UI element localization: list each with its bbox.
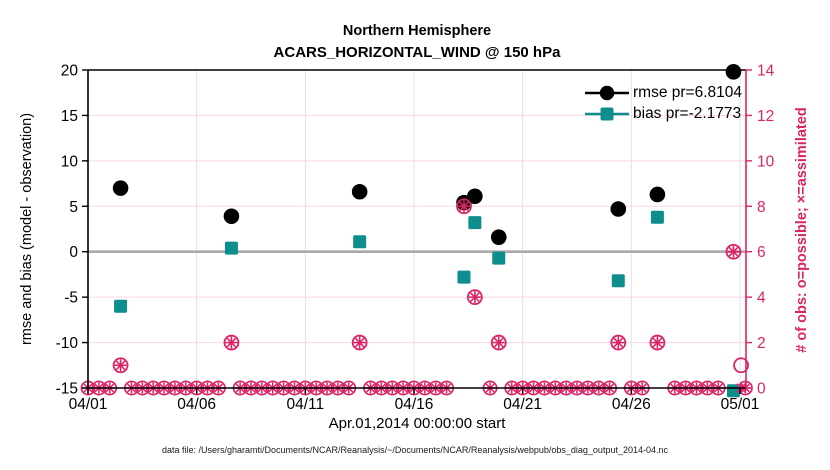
rmse-marker — [490, 229, 507, 245]
bias-marker — [611, 274, 625, 288]
left-tick-label: -5 — [64, 290, 78, 307]
asterisk-stroke — [613, 337, 624, 348]
possible-obs-marker — [610, 334, 627, 351]
asterisk-stroke — [115, 360, 126, 371]
legend-label-bias: bias pr=-2.1773 — [633, 104, 742, 122]
assimilated-obs-marker — [353, 336, 366, 349]
asterisk-stroke — [226, 337, 237, 348]
asterisk-stroke — [354, 337, 365, 348]
possible-obs-marker — [112, 357, 129, 374]
x-tick-label: 04/06 — [177, 396, 216, 413]
data-file-caption: data file: /Users/gharamti/Documents/NCA… — [161, 445, 668, 455]
right-tick-label: 8 — [757, 199, 766, 216]
assimilated-obs-marker — [114, 359, 127, 372]
possible-obs-marker — [490, 334, 507, 351]
x-tick-label: 04/21 — [503, 396, 542, 413]
left-tick-label: -10 — [56, 335, 79, 352]
legend-label-rmse: rmse pr=6.8104 — [633, 83, 742, 101]
right-tick-label: 10 — [757, 153, 775, 170]
asterisk-stroke — [493, 337, 504, 348]
bias-marker — [650, 210, 664, 224]
bias-marker — [114, 299, 128, 313]
assimilated-obs-marker — [651, 336, 664, 349]
rmse-marker — [467, 188, 483, 205]
rmse-series — [112, 64, 742, 245]
rmse-marker — [112, 180, 129, 196]
right-tick-label: 4 — [757, 290, 766, 307]
rmse-marker — [725, 64, 742, 80]
asterisk-stroke — [459, 201, 469, 212]
right-axis-label: # of obs: o=possible; ×=assimilated — [794, 107, 810, 353]
legend-item-rmse: rmse pr=6.8104 — [584, 82, 742, 103]
left-axis-label: rmse and bias (model - observation) — [19, 112, 35, 346]
right-tick-label: 6 — [757, 244, 766, 261]
bias-marker — [492, 251, 506, 265]
assimilated-obs-marker — [612, 336, 625, 349]
possible-obs-series — [112, 198, 749, 374]
assimilated-obs-marker — [225, 336, 238, 349]
right-tick-label: 12 — [757, 108, 774, 125]
left-tick-label: 5 — [69, 199, 78, 216]
right-tick-label: 14 — [757, 63, 775, 80]
legend: rmse pr=6.8104 bias pr=-2.1773 — [584, 82, 742, 124]
bias-legend-marker — [585, 107, 629, 120]
chart-title: Northern Hemisphere — [342, 23, 492, 39]
possible-obs-marker — [466, 289, 483, 306]
assimilated-obs-marker — [457, 200, 470, 213]
rmse-legend-marker — [585, 85, 629, 100]
x-tick-label: 04/26 — [612, 396, 651, 413]
bias-marker — [468, 216, 482, 230]
bias-marker — [224, 241, 238, 255]
rmse-marker — [223, 208, 240, 225]
chart-title-block: Northern Hemisphere ACARS_HORIZONTAL_WIN… — [2, 21, 830, 64]
rmse-marker — [351, 183, 368, 200]
right-tick-label: 2 — [757, 335, 766, 352]
bias-marker — [353, 235, 367, 249]
possible-obs-marker — [725, 243, 742, 260]
assimilated-obs-marker — [492, 336, 505, 349]
bias-marker — [457, 270, 471, 284]
x-axis-label: Apr.01,2014 00:00:00 start — [328, 415, 506, 432]
axes-spines — [87, 69, 747, 389]
asterisk-stroke — [470, 292, 480, 302]
bias-series — [114, 210, 740, 398]
possible-obs-marker — [649, 334, 666, 351]
possible-obs-marker — [351, 334, 368, 351]
rmse-marker — [649, 186, 666, 203]
x-tick-label: 04/11 — [287, 396, 325, 413]
x-tick-label: 04/01 — [69, 396, 108, 413]
possible-obs-marker — [456, 198, 472, 215]
x-tick-label: 04/16 — [395, 396, 434, 413]
left-tick-label: 10 — [61, 153, 79, 170]
rmse-marker — [610, 201, 627, 217]
assimilated-obs-marker — [468, 291, 481, 304]
left-tick-label: 15 — [61, 108, 78, 125]
chart-subtitle: ACARS_HORIZONTAL_WIND @ 150 hPa — [273, 44, 561, 62]
assimilated-obs-marker — [727, 245, 740, 258]
legend-item-bias: bias pr=-2.1773 — [584, 103, 742, 124]
right-tick-label: 0 — [757, 381, 766, 398]
left-tick-label: 0 — [69, 244, 78, 261]
asterisk-stroke — [652, 337, 663, 348]
asterisk-stroke — [728, 246, 739, 257]
possible-obs-marker — [223, 334, 240, 351]
x-tick-label: 05/01 — [721, 396, 760, 413]
left-tick-label: -15 — [56, 381, 78, 398]
left-tick-label: 20 — [61, 63, 79, 80]
possible-obs-marker — [733, 357, 749, 374]
